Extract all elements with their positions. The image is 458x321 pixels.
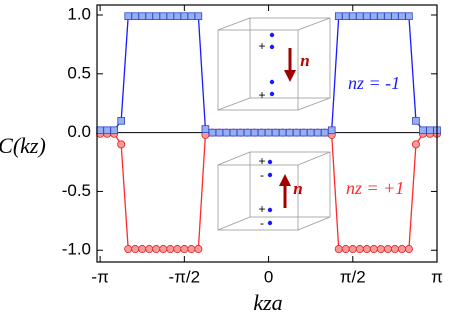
point <box>348 12 357 20</box>
point <box>194 245 203 254</box>
point <box>411 140 420 149</box>
point <box>145 245 154 254</box>
point <box>327 126 336 135</box>
charge-sign: + <box>258 154 265 168</box>
point <box>285 128 294 137</box>
point <box>405 12 413 20</box>
y-tick-label: 1.0 <box>67 4 91 23</box>
point <box>390 245 399 254</box>
charge-sign: + <box>258 39 265 53</box>
point <box>173 245 182 254</box>
point <box>419 126 427 135</box>
point <box>131 12 140 20</box>
point <box>341 12 350 20</box>
point <box>320 128 329 137</box>
point <box>159 12 168 20</box>
charge-sign: - <box>260 168 264 182</box>
y-tick-label: 0.5 <box>67 63 91 82</box>
point <box>243 128 252 137</box>
vector-label: n <box>293 179 302 198</box>
point <box>103 126 111 135</box>
y-tick-label: -0.5 <box>62 181 91 200</box>
point <box>299 128 308 137</box>
point <box>426 126 434 135</box>
point <box>306 128 315 137</box>
point <box>229 128 238 137</box>
point <box>145 12 154 20</box>
point <box>215 128 224 137</box>
vector-label: n <box>300 51 309 70</box>
point <box>250 128 259 137</box>
point <box>362 245 371 254</box>
point <box>180 245 189 254</box>
point <box>173 12 182 20</box>
point <box>334 245 343 254</box>
point <box>166 245 175 254</box>
x-tick-label: 0 <box>264 267 273 286</box>
point <box>236 128 245 137</box>
charge-sign: + <box>258 202 265 216</box>
x-axis-label: kza <box>253 290 282 315</box>
charge-sign: - <box>260 216 264 230</box>
point <box>384 12 392 20</box>
point <box>397 245 406 254</box>
point <box>334 12 343 20</box>
point <box>117 140 126 149</box>
point <box>180 12 189 20</box>
point <box>124 245 133 254</box>
point <box>377 12 385 20</box>
point <box>313 128 322 137</box>
point <box>257 128 266 137</box>
point <box>370 12 378 20</box>
point <box>292 128 301 137</box>
point <box>96 126 104 135</box>
point <box>271 128 280 137</box>
inset-bottom <box>217 151 331 231</box>
x-tick-label: π <box>431 267 443 286</box>
x-tick-label: -π/2 <box>169 267 201 286</box>
point <box>222 128 231 137</box>
point <box>412 117 420 125</box>
series-label: nz = -1 <box>348 73 400 93</box>
point <box>138 245 147 254</box>
point <box>376 245 385 254</box>
point <box>152 245 161 254</box>
point <box>166 12 175 20</box>
y-tick-label: 0.0 <box>67 122 91 141</box>
point <box>264 128 273 137</box>
point <box>356 12 364 20</box>
series-label: nz = +1 <box>346 178 404 198</box>
point <box>208 128 217 137</box>
point <box>348 245 357 254</box>
point <box>194 12 203 20</box>
point <box>391 12 399 20</box>
point <box>124 12 133 20</box>
charge-sign: + <box>258 88 265 102</box>
point <box>363 12 371 20</box>
point <box>278 128 287 137</box>
point <box>383 245 392 254</box>
point <box>404 245 413 254</box>
x-tick-label: π/2 <box>340 267 366 286</box>
inset-top <box>217 17 331 111</box>
point <box>138 12 147 20</box>
point <box>187 245 196 254</box>
point <box>201 125 210 133</box>
point <box>341 245 350 254</box>
point <box>117 117 125 125</box>
point <box>152 12 161 20</box>
point <box>110 126 118 135</box>
y-axis-label: C(kz) <box>0 133 46 158</box>
point <box>355 245 364 254</box>
plot-frame <box>96 4 438 263</box>
point <box>159 245 168 254</box>
point <box>187 12 196 20</box>
point <box>131 245 140 254</box>
point <box>398 12 406 20</box>
point <box>369 245 378 254</box>
y-tick-label: -1.0 <box>62 240 91 259</box>
x-tick-label: -π <box>91 267 108 286</box>
